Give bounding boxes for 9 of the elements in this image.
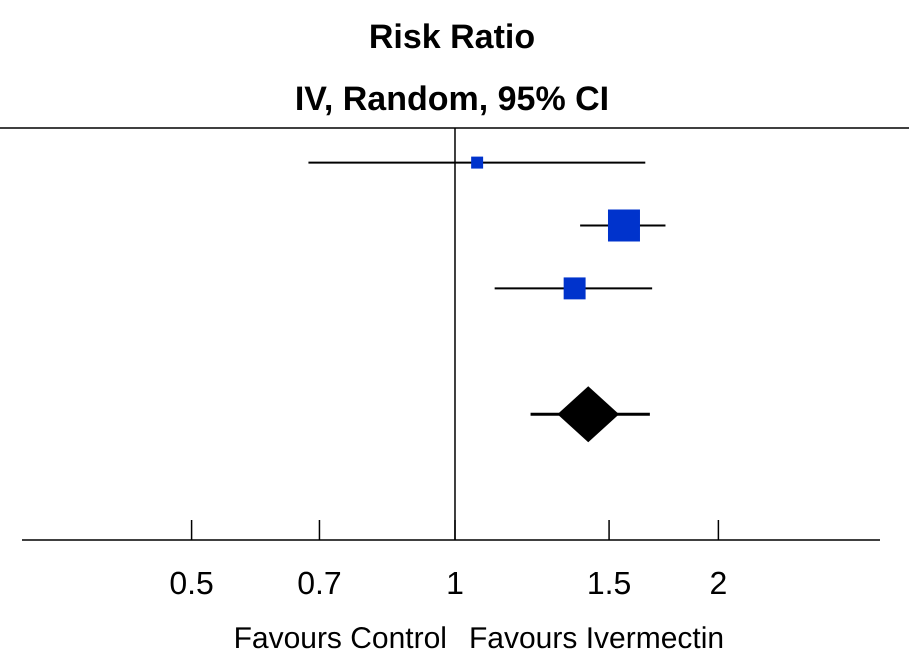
text: Favours Control (234, 622, 447, 655)
x-tick-label: 0.5 (169, 565, 214, 601)
text: Favours Ivermectin (468, 622, 724, 655)
x-tick-label: 1 (446, 565, 464, 601)
x-tick-label: 2 (709, 565, 728, 601)
x-tick-label: 1.5 (586, 565, 632, 601)
chart-title: Risk Ratio (368, 18, 536, 56)
chart-subtitle: IV, Random, 95% CI (294, 80, 610, 118)
x-tick-label: 0.7 (297, 565, 342, 601)
